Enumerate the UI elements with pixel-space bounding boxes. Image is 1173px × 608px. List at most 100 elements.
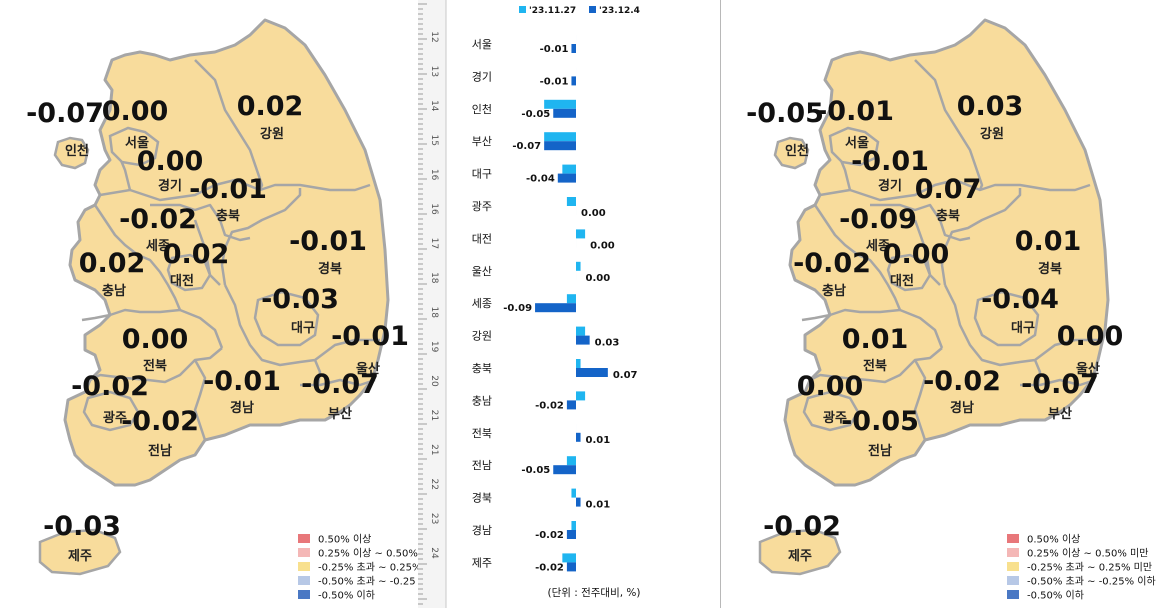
province-boundary <box>813 204 902 311</box>
category-label: 충남 <box>472 394 492 407</box>
legend-label: 0.25% 이상 ~ 0.50% <box>318 548 418 560</box>
region-value-label: 0.00 <box>122 324 189 355</box>
region-name-label: 인천 <box>65 143 89 159</box>
region-name-label: 경북 <box>1038 261 1062 277</box>
bar-prev <box>544 99 576 109</box>
category-label: 대전 <box>472 232 492 245</box>
region-outline <box>53 136 90 170</box>
region-name-label: 경남 <box>230 400 254 416</box>
bar-value-label: -0.07 <box>512 141 541 152</box>
ruler-tick-label: 16 <box>429 169 439 181</box>
region-value-label: 0.01 <box>842 324 909 355</box>
region-outline <box>108 126 160 167</box>
region-value-label: 0.00 <box>102 96 169 127</box>
category-label: 경남 <box>472 524 492 537</box>
legend-swatch <box>519 6 526 13</box>
region-outline <box>828 126 880 167</box>
ruler-tick-label: 13 <box>429 66 439 77</box>
legend-swatch <box>589 6 596 13</box>
region-outline <box>253 290 320 347</box>
bars: 서울 -0.01 경기 -0.01 인천 -0.05 부산 -0.07 대구 -0.04 광주 0.0… <box>472 35 638 573</box>
ruler-tick-label: 17 <box>429 238 439 249</box>
bar-curr <box>576 335 590 345</box>
category-label: 경북 <box>472 492 492 505</box>
legend-swatch <box>1007 562 1019 571</box>
region-name-label: 강원 <box>980 126 1004 142</box>
region-outline <box>773 136 810 170</box>
province-boundary <box>819 178 1091 202</box>
korea-map: -0.07인천0.00서울0.00경기0.02강원-0.01충북-0.02세종0… <box>26 18 409 576</box>
legend-swatch <box>1007 534 1019 543</box>
region-name-label: 인천 <box>785 143 809 159</box>
region-value-label: -0.03 <box>43 511 121 542</box>
province-boundary <box>801 308 944 349</box>
bar-prev <box>576 391 586 401</box>
region-name-label: 부산 <box>1048 406 1072 422</box>
province-boundary <box>914 59 984 191</box>
legend-label: '23.12.4 <box>599 6 640 16</box>
region-outline <box>973 290 1040 347</box>
ruler-tick-label: 18 <box>429 272 439 284</box>
category-label: 전북 <box>472 427 492 440</box>
legend-label: -0.50% 초과 ~ -0.25% 이하 <box>1027 575 1156 588</box>
province-boundary <box>940 188 1022 286</box>
region-name-label: 경남 <box>950 400 974 416</box>
bar-chart-panel: 12 13 14 15 16 16 17 18 18 19 20 21 21 22 23 24 '23.11.2… <box>418 0 720 608</box>
bar-value-label: 0.01 <box>586 500 611 511</box>
bar-curr <box>553 465 576 475</box>
bar-curr <box>557 173 576 183</box>
right-divider <box>720 0 721 608</box>
region-outline <box>886 253 932 292</box>
region-name-label: 충북 <box>216 208 240 224</box>
province-boundary <box>913 359 927 441</box>
province-boundary <box>194 59 264 191</box>
region-value-label: -0.02 <box>119 204 197 235</box>
bar-prev <box>562 553 576 563</box>
region-value-label: -0.07 <box>301 369 379 400</box>
bar-curr <box>553 108 576 118</box>
region-value-label: -0.01 <box>816 96 894 127</box>
legend-label: 0.25% 이상 ~ 0.50% 미만 <box>1027 548 1148 560</box>
bar-value-label: 0.00 <box>590 240 615 251</box>
legend-swatch <box>1007 548 1019 557</box>
category-label: 광주 <box>472 200 492 213</box>
region-value-label: 0.02 <box>163 239 230 270</box>
region-outline <box>166 253 212 292</box>
ruler-tick-label: 23 <box>429 513 439 524</box>
ruler-tick-label: 15 <box>429 134 439 145</box>
region-value-label: 0.02 <box>79 248 146 279</box>
region-name-label: 울산 <box>356 361 380 377</box>
ruler-tick-label: 20 <box>429 375 439 387</box>
chart-footnote: (단위 : 전주대비, %) <box>547 586 640 599</box>
bar-prev <box>566 197 576 206</box>
region-name-label: 경기 <box>878 178 902 194</box>
region-name-label: 울산 <box>1076 361 1100 377</box>
legend-swatch <box>1007 590 1019 599</box>
province-boundary <box>193 219 221 286</box>
category-label: 인천 <box>472 102 492 116</box>
bar-prev <box>562 164 576 174</box>
region-value-label: -0.01 <box>289 226 367 257</box>
province-boundary <box>220 188 302 286</box>
legend-label: -0.25% 초과 ~ 0.25% <box>318 562 418 574</box>
legend-label: 0.50% 이상 <box>318 534 371 546</box>
map-legend: 0.50% 이상 0.25% 이상 ~ 0.50% 미만 -0.25% 초과 ~ 0… <box>1007 534 1156 602</box>
region-outline <box>758 528 842 576</box>
category-label: 경기 <box>472 70 492 83</box>
region-value-label: 0.00 <box>1057 321 1124 352</box>
region-name-label: 광주 <box>103 411 127 426</box>
region-name-label: 충남 <box>102 283 126 299</box>
region-name-label: 제주 <box>788 549 812 564</box>
legend-swatch <box>298 548 310 557</box>
category-label: 제주 <box>472 556 492 569</box>
province-boundary <box>1033 359 1042 386</box>
bar-value-label: -0.02 <box>535 562 564 573</box>
region-value-label: -0.02 <box>923 366 1001 397</box>
bar-curr <box>535 303 576 313</box>
region-value-label: 0.02 <box>237 91 304 122</box>
ruler-tick-label: 21 <box>429 444 439 455</box>
region-value-label: 0.07 <box>915 174 982 205</box>
ruler-tick-label: 12 <box>429 31 439 42</box>
region-name-label: 강원 <box>260 126 284 142</box>
region-name-label: 충남 <box>822 283 846 299</box>
